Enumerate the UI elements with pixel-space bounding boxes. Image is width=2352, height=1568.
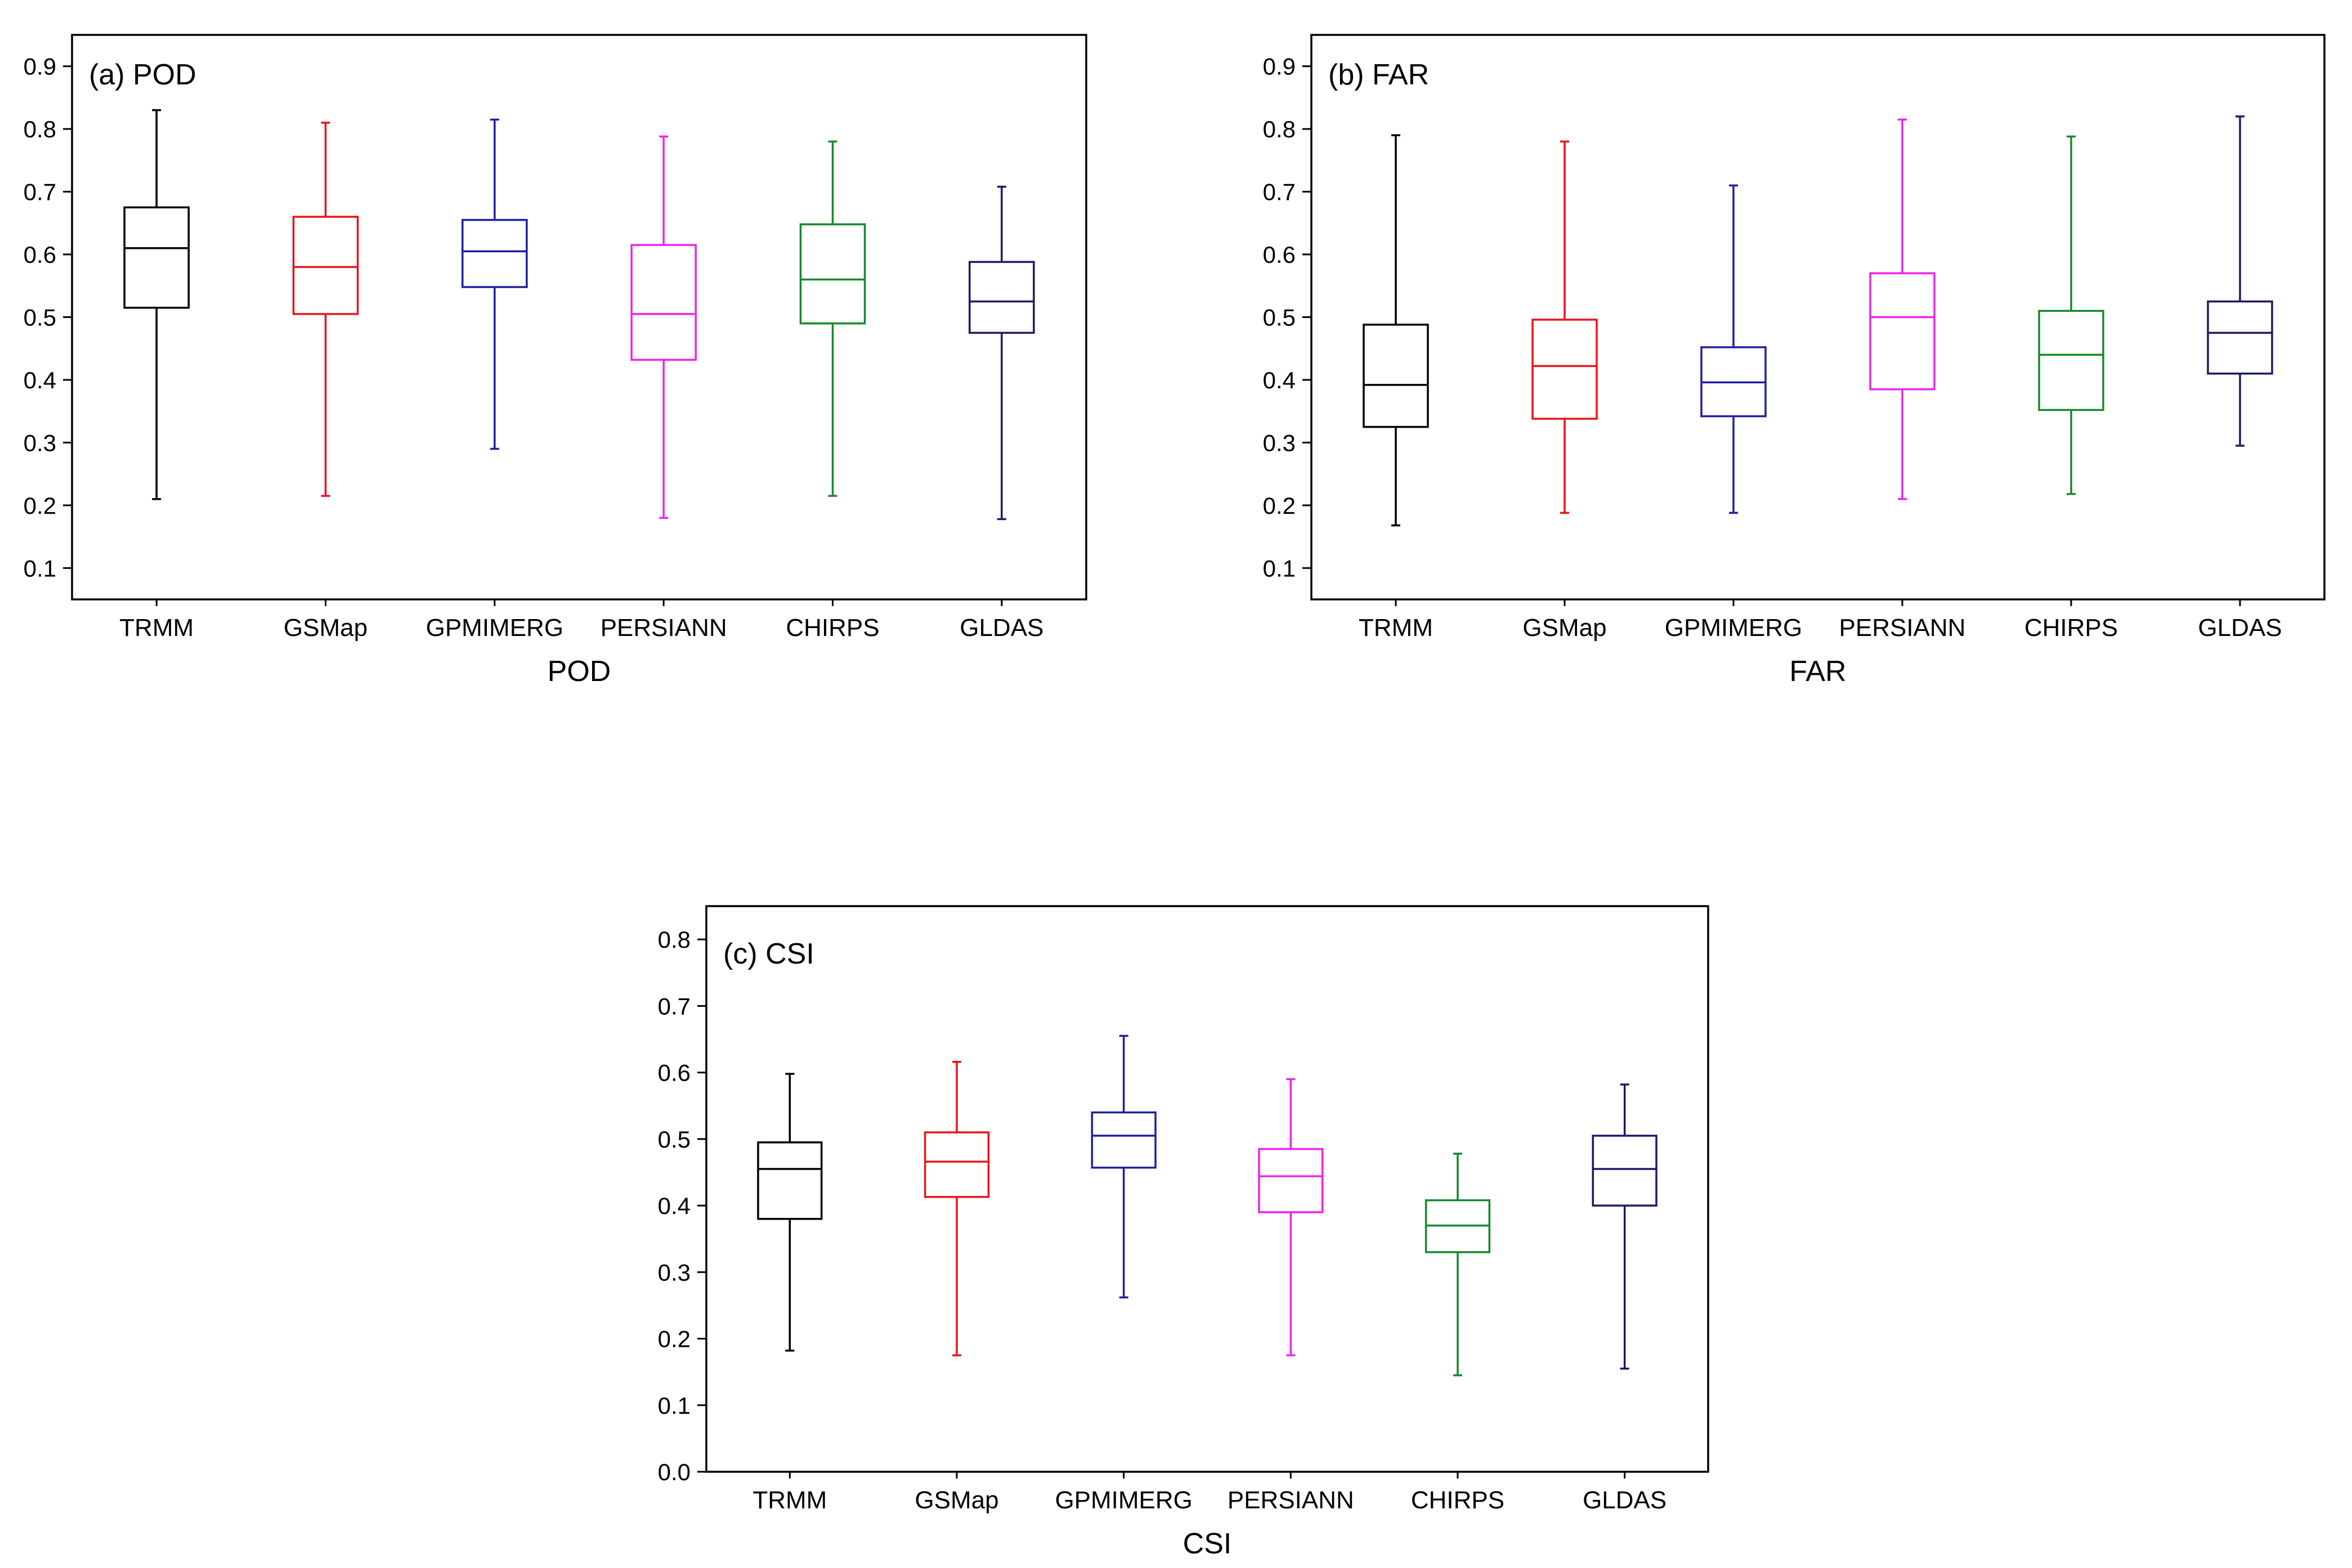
far-box-gsmap xyxy=(1531,140,1598,514)
pod-category-label: TRMM xyxy=(119,614,194,642)
far-iqr-box xyxy=(1531,319,1598,420)
far-category-label: TRMM xyxy=(1359,614,1433,642)
far-box-persiann xyxy=(1869,118,1936,500)
csi-category-label: CHIRPS xyxy=(1411,1486,1504,1514)
far-ytick-label: 0.8 xyxy=(1263,116,1296,142)
far-ytick-label: 0.5 xyxy=(1263,304,1296,331)
csi-iqr-box xyxy=(757,1141,823,1220)
pod-box-chirps xyxy=(799,140,866,497)
chart-far: 0.1 0.2 0.3 0.4 0.5 0.6 0.7 0.8 0.9 (b) FAR TRMM GS… xyxy=(1263,34,2326,688)
csi-category-label: GSMap xyxy=(915,1486,998,1514)
csi-panel-label: (c) CSI xyxy=(723,938,814,970)
csi-category-label: GPMIMERG xyxy=(1055,1486,1192,1514)
far-ytick-label: 0.7 xyxy=(1263,179,1296,205)
far-ytick-label: 0.4 xyxy=(1263,367,1296,393)
csi-box-trmm xyxy=(757,1073,823,1352)
csi-ytick-label: 0.6 xyxy=(658,1060,691,1086)
csi-box-gsmap xyxy=(924,1060,990,1356)
pod-category-label: GLDAS xyxy=(960,614,1043,642)
csi-ytick-label: 0.5 xyxy=(658,1126,691,1153)
far-ytick-label: 0.6 xyxy=(1263,241,1296,268)
pod-ytick-label: 0.2 xyxy=(24,492,56,519)
pod-iqr-box xyxy=(969,261,1035,334)
far-plot-frame xyxy=(1310,34,2326,601)
csi-ytick-label: 0.2 xyxy=(658,1326,691,1352)
csi-iqr-box xyxy=(1258,1148,1324,1213)
pod-iqr-box xyxy=(123,206,190,309)
csi-iqr-box xyxy=(1091,1111,1157,1169)
pod-box-trmm xyxy=(123,109,190,500)
csi-plot-frame xyxy=(705,905,1709,1473)
far-category-label: GSMap xyxy=(1522,614,1606,642)
csi-ytick-label: 0.7 xyxy=(658,993,691,1019)
pod-plot-frame xyxy=(71,34,1087,601)
csi-box-persiann xyxy=(1258,1078,1324,1356)
csi-ytick-label: 0.8 xyxy=(658,926,691,953)
far-category-label: GPMIMERG xyxy=(1665,614,1802,642)
pod-ytick-label: 0.4 xyxy=(24,367,56,393)
csi-iqr-box xyxy=(1592,1135,1657,1207)
pod-category-label: CHIRPS xyxy=(786,614,879,642)
pod-ytick-label: 0.9 xyxy=(24,53,56,80)
pod-ytick-label: 0.1 xyxy=(24,555,56,581)
far-category-label: PERSIANN xyxy=(1839,614,1966,642)
pod-x-axis-title: POD xyxy=(548,655,611,688)
far-box-trmm xyxy=(1363,134,1429,527)
csi-ytick-label: 0.1 xyxy=(658,1392,691,1419)
csi-category-label: GLDAS xyxy=(1583,1486,1666,1514)
chart-pod: 0.1 0.2 0.3 0.4 0.5 0.6 0.7 0.8 0.9 (a) POD TRMM GS… xyxy=(24,34,1087,688)
far-iqr-box xyxy=(1363,324,1429,428)
pod-category-label: GPMIMERG xyxy=(426,614,563,642)
far-ytick-label: 0.1 xyxy=(1263,555,1296,581)
far-ytick-label: 0.2 xyxy=(1263,492,1296,519)
far-box-gldas xyxy=(2207,115,2273,447)
pod-box-gpmimerg xyxy=(462,118,528,450)
pod-panel-label: (a) POD xyxy=(89,59,196,91)
csi-box-gpmimerg xyxy=(1091,1034,1157,1298)
csi-category-label: PERSIANN xyxy=(1227,1486,1354,1514)
csi-ytick-label: 0.3 xyxy=(658,1259,691,1285)
chart-csi: 0.0 0.1 0.2 0.3 0.4 0.5 0.6 0.7 0.8 (c) CSI TRMM GS… xyxy=(658,905,1709,1560)
far-ytick-label: 0.9 xyxy=(1263,53,1296,80)
far-box-chirps xyxy=(2038,135,2104,495)
csi-ytick-label: 0.0 xyxy=(658,1459,691,1485)
far-panel-label: (b) FAR xyxy=(1328,59,1429,91)
far-x-axis-title: FAR xyxy=(1789,655,1846,688)
pod-box-gsmap xyxy=(292,122,359,497)
csi-ytick-label: 0.4 xyxy=(658,1193,691,1219)
far-iqr-box xyxy=(2207,300,2273,375)
pod-category-label: GSMap xyxy=(284,614,368,642)
pod-ytick-label: 0.7 xyxy=(24,179,56,205)
pod-box-persiann xyxy=(630,135,697,519)
csi-box-gldas xyxy=(1592,1083,1657,1370)
pod-box-gldas xyxy=(969,185,1035,521)
pod-ytick-label: 0.5 xyxy=(24,304,56,331)
pod-iqr-box xyxy=(462,219,528,288)
csi-box-chirps xyxy=(1424,1153,1491,1377)
pod-iqr-box xyxy=(799,223,866,325)
csi-category-label: TRMM xyxy=(752,1486,827,1514)
pod-iqr-box xyxy=(292,216,359,315)
pod-ytick-label: 0.6 xyxy=(24,241,56,268)
far-category-label: GLDAS xyxy=(2198,614,2282,642)
far-category-label: CHIRPS xyxy=(2024,614,2118,642)
csi-iqr-box xyxy=(924,1131,990,1198)
pod-iqr-box xyxy=(630,244,697,361)
csi-x-axis-title: CSI xyxy=(1183,1527,1232,1560)
pod-ytick-label: 0.3 xyxy=(24,429,56,456)
far-ytick-label: 0.3 xyxy=(1263,429,1296,456)
far-box-gpmimerg xyxy=(1700,184,1767,514)
pod-category-label: PERSIANN xyxy=(601,614,727,642)
far-iqr-box xyxy=(1869,272,1936,391)
far-iqr-box xyxy=(2038,310,2104,411)
pod-ytick-label: 0.8 xyxy=(24,116,56,142)
